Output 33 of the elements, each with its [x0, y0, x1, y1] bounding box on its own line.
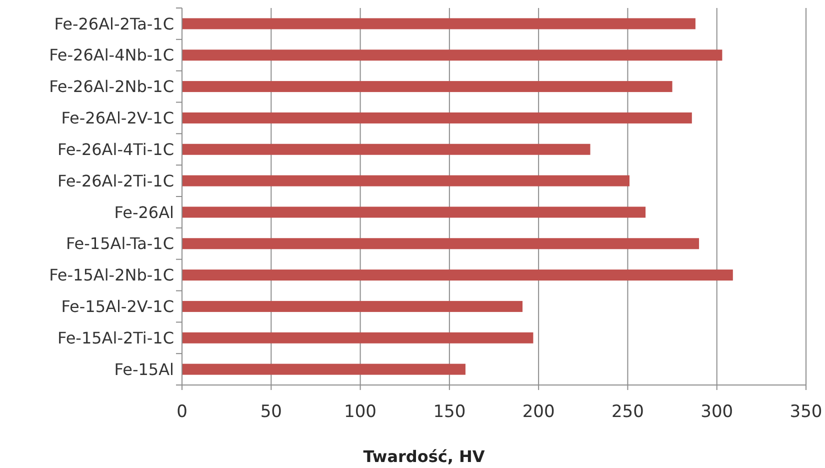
bar: [182, 81, 672, 92]
y-tick-label: Fe-26Al-4Nb-1C: [49, 46, 174, 65]
x-tick-label: 200: [522, 402, 555, 422]
y-tick-label: Fe-15Al: [114, 360, 174, 379]
x-axis-title: Twardość, HV: [363, 447, 486, 466]
y-tick-label: Fe-26Al: [114, 202, 174, 222]
x-tick-label: 150: [433, 402, 466, 422]
y-tick-label: Fe-15Al-2Ti-1C: [58, 328, 174, 348]
x-tick-label: 350: [790, 402, 822, 422]
bar: [182, 364, 466, 375]
bar: [182, 175, 630, 186]
x-tick-label: 100: [344, 402, 377, 422]
bar: [182, 144, 590, 155]
bar: [182, 332, 534, 344]
bar: [182, 270, 733, 281]
bar: [182, 238, 700, 250]
x-tick-label: 250: [611, 402, 644, 422]
x-tick-label: 50: [260, 402, 282, 422]
y-tick-label: Fe-26Al-2V-1C: [61, 108, 174, 128]
x-tick-label: 0: [176, 402, 188, 422]
bar: [182, 112, 692, 124]
bar: [182, 300, 523, 312]
x-tick-label: 300: [700, 402, 734, 422]
y-tick-label: Fe-26Al-2Nb-1C: [49, 77, 174, 96]
y-tick-label: Fe-15Al-2V-1C: [61, 297, 174, 316]
y-tick-label: Fe-26Al-2Ti-1C: [58, 171, 174, 190]
y-tick-label: Fe-26Al-2Ta-1C: [54, 14, 174, 34]
y-tick-label: Fe-15Al-2Nb-1C: [49, 266, 174, 285]
y-tick-label: Fe-26Al-4Ti-1C: [58, 140, 174, 159]
bar: [182, 18, 696, 30]
y-tick-label: Fe-15Al-Ta-1C: [66, 234, 174, 254]
bar: [182, 206, 646, 218]
bar: [182, 50, 722, 61]
